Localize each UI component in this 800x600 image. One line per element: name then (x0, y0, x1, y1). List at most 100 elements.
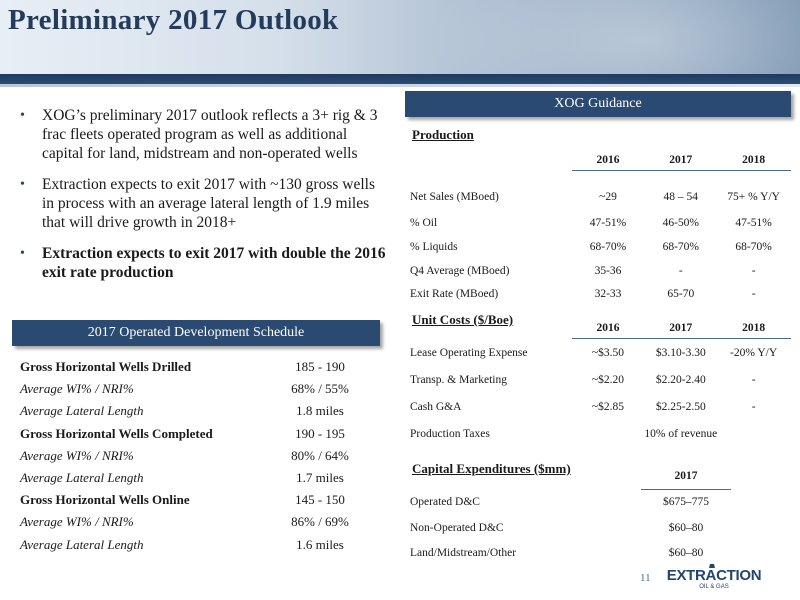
production-row: % Liquids 68-70% 68-70% 68-70% (410, 235, 790, 259)
bullet-item: • Extraction expects to exit 2017 with d… (20, 244, 390, 282)
unit-cost-row: Lease Operating Expense ~$3.50 $3.10-3.3… (410, 340, 790, 366)
capex-title: Capital Expenditures ($mm) (412, 461, 571, 476)
header-divider (0, 74, 800, 84)
header-rule (572, 170, 791, 171)
row-value: 68-70% (589, 241, 627, 253)
schedule-row: Average Lateral Length 1.6 miles (20, 534, 380, 556)
schedule-value: 80% / 64% (291, 447, 349, 463)
page-title: Preliminary 2017 Outlook (8, 4, 339, 36)
schedule-value: 1.7 miles (296, 470, 344, 486)
unit-cost-row: Cash G&A ~$2.85 $2.25-2.50 - (410, 393, 790, 420)
schedule-row: Gross Horizontal Wells Online 145 - 150 (20, 489, 380, 511)
production-row: Q4 Average (MBoed) 35-36 - - (410, 259, 790, 282)
header-divider-accent (0, 84, 800, 87)
schedule-label: Average Lateral Length (20, 536, 144, 552)
row-value: - (751, 400, 756, 413)
row-value: 47-51% (735, 217, 772, 229)
row-label: Land/Midstream/Other (410, 547, 517, 559)
schedule-label: Average WI% / NRI% (20, 514, 134, 530)
year-header: 2017 (669, 322, 693, 334)
production-row: Exit Rate (MBoed) 32-33 65-70 - (410, 282, 790, 305)
row-label: % Liquids (410, 241, 458, 253)
bullet-text: Extraction expects to exit 2017 with ~13… (42, 176, 375, 231)
schedule-value: 68% / 55% (291, 381, 349, 397)
row-value: ~29 (599, 191, 617, 203)
row-label: % Oil (410, 217, 438, 229)
schedule-label: Gross Horizontal Wells Online (20, 492, 190, 508)
row-label: Cash G&A (410, 400, 462, 413)
row-value: 75+ % Y/Y (727, 191, 780, 203)
row-value: $3.10-3.30 (655, 347, 706, 359)
derrick-icon (709, 564, 715, 568)
schedule-row: Average Lateral Length 1.8 miles (20, 400, 380, 422)
schedule-row: Average WI% / NRI% 80% / 64% (20, 445, 380, 467)
row-value: $60–80 (668, 547, 704, 559)
schedule-label: Average WI% / NRI% (20, 381, 134, 397)
row-value: 32-33 (594, 287, 622, 300)
production-taxes-row: Production Taxes 10% of revenue (410, 420, 790, 448)
schedule-banner: 2017 Operated Development Schedule (12, 320, 380, 346)
schedule-label: Average Lateral Length (20, 403, 144, 419)
row-value: 10% of revenue (644, 428, 718, 440)
logo-subtitle: OIL & GAS (699, 584, 729, 590)
year-header: 2016 (596, 322, 620, 334)
row-value: $60–80 (668, 521, 704, 534)
row-value: ~$2.20 (591, 373, 625, 386)
capex-header-rule (641, 489, 731, 490)
schedule-row: Gross Horizontal Wells Drilled 185 - 190 (20, 356, 380, 378)
row-value: 68-70% (662, 241, 699, 253)
schedule-table: Gross Horizontal Wells Drilled 185 - 190… (20, 356, 380, 556)
row-label: Non-Operated D&C (410, 521, 504, 534)
row-value: ~$2.85 (591, 400, 625, 413)
row-value: - (678, 264, 683, 277)
row-value: 68-70% (735, 241, 772, 253)
schedule-value: 145 - 150 (295, 492, 345, 508)
row-label: Lease Operating Expense (410, 347, 528, 359)
schedule-label: Average WI% / NRI% (20, 447, 134, 463)
unit-cost-row: Transp. & Marketing ~$2.20 $2.20-2.40 - (410, 366, 790, 393)
capex-table: Operated D&C $675–775 Non-Operated D&C $… (410, 489, 790, 565)
schedule-row: Average Lateral Length 1.7 miles (20, 467, 380, 489)
schedule-value: 1.6 miles (296, 536, 344, 552)
header-band: Preliminary 2017 Outlook (0, 0, 800, 74)
row-value: - (751, 373, 756, 386)
bullet-item: • XOG’s preliminary 2017 outlook reflect… (20, 106, 390, 163)
year-header: 2018 (742, 322, 766, 334)
production-header-row: 2016 2017 2018 (410, 150, 790, 170)
production-table: 2016 2017 2018 Net Sales (MBoed) ~29 48 … (410, 150, 791, 305)
schedule-label: Gross Horizontal Wells Drilled (20, 359, 192, 375)
year-header: 2016 (596, 154, 620, 166)
capex-row: Land/Midstream/Other $60–80 (410, 541, 790, 565)
row-value: 65-70 (667, 287, 695, 300)
extraction-logo: EXTRACTION OIL & GAS (666, 562, 762, 592)
capex-year-header: 2017 (674, 470, 698, 482)
row-value: 48 – 54 (663, 191, 699, 203)
unit-costs-title: Unit Costs ($/Boe) (412, 312, 514, 327)
capex-row: Operated D&C $675–775 (410, 489, 790, 514)
row-value: $2.20-2.40 (655, 373, 706, 386)
schedule-row: Average WI% / NRI% 86% / 69% (20, 511, 380, 533)
guidance-banner: XOG Guidance (405, 91, 791, 117)
row-label: Exit Rate (MBoed) (410, 287, 499, 300)
row-label: Operated D&C (410, 495, 480, 508)
row-value: - (751, 287, 756, 300)
page-number: 11 (640, 572, 651, 584)
bullet-dot-icon: • (20, 177, 25, 192)
row-label: Net Sales (MBoed) (410, 191, 499, 203)
capex-row: Non-Operated D&C $60–80 (410, 514, 790, 541)
schedule-label: Average Lateral Length (20, 470, 144, 486)
schedule-value: 185 - 190 (295, 359, 345, 375)
header-rule (572, 338, 791, 339)
row-label: Transp. & Marketing (410, 373, 508, 386)
schedule-row: Gross Horizontal Wells Completed 190 - 1… (20, 423, 380, 445)
unit-costs-table: 2016 2017 2018 Lease Operating Expense ~… (410, 318, 791, 448)
row-label: Production Taxes (410, 428, 490, 440)
year-header: 2017 (669, 154, 693, 166)
bullet-dot-icon: • (20, 108, 25, 123)
bullet-text: XOG’s preliminary 2017 outlook reflects … (42, 107, 378, 162)
row-label: Q4 Average (MBoed) (410, 264, 510, 277)
row-value: -20% Y/Y (730, 347, 778, 359)
row-value: 47-51% (589, 217, 627, 229)
schedule-value: 86% / 69% (291, 514, 349, 530)
row-value: ~$3.50 (591, 347, 625, 359)
